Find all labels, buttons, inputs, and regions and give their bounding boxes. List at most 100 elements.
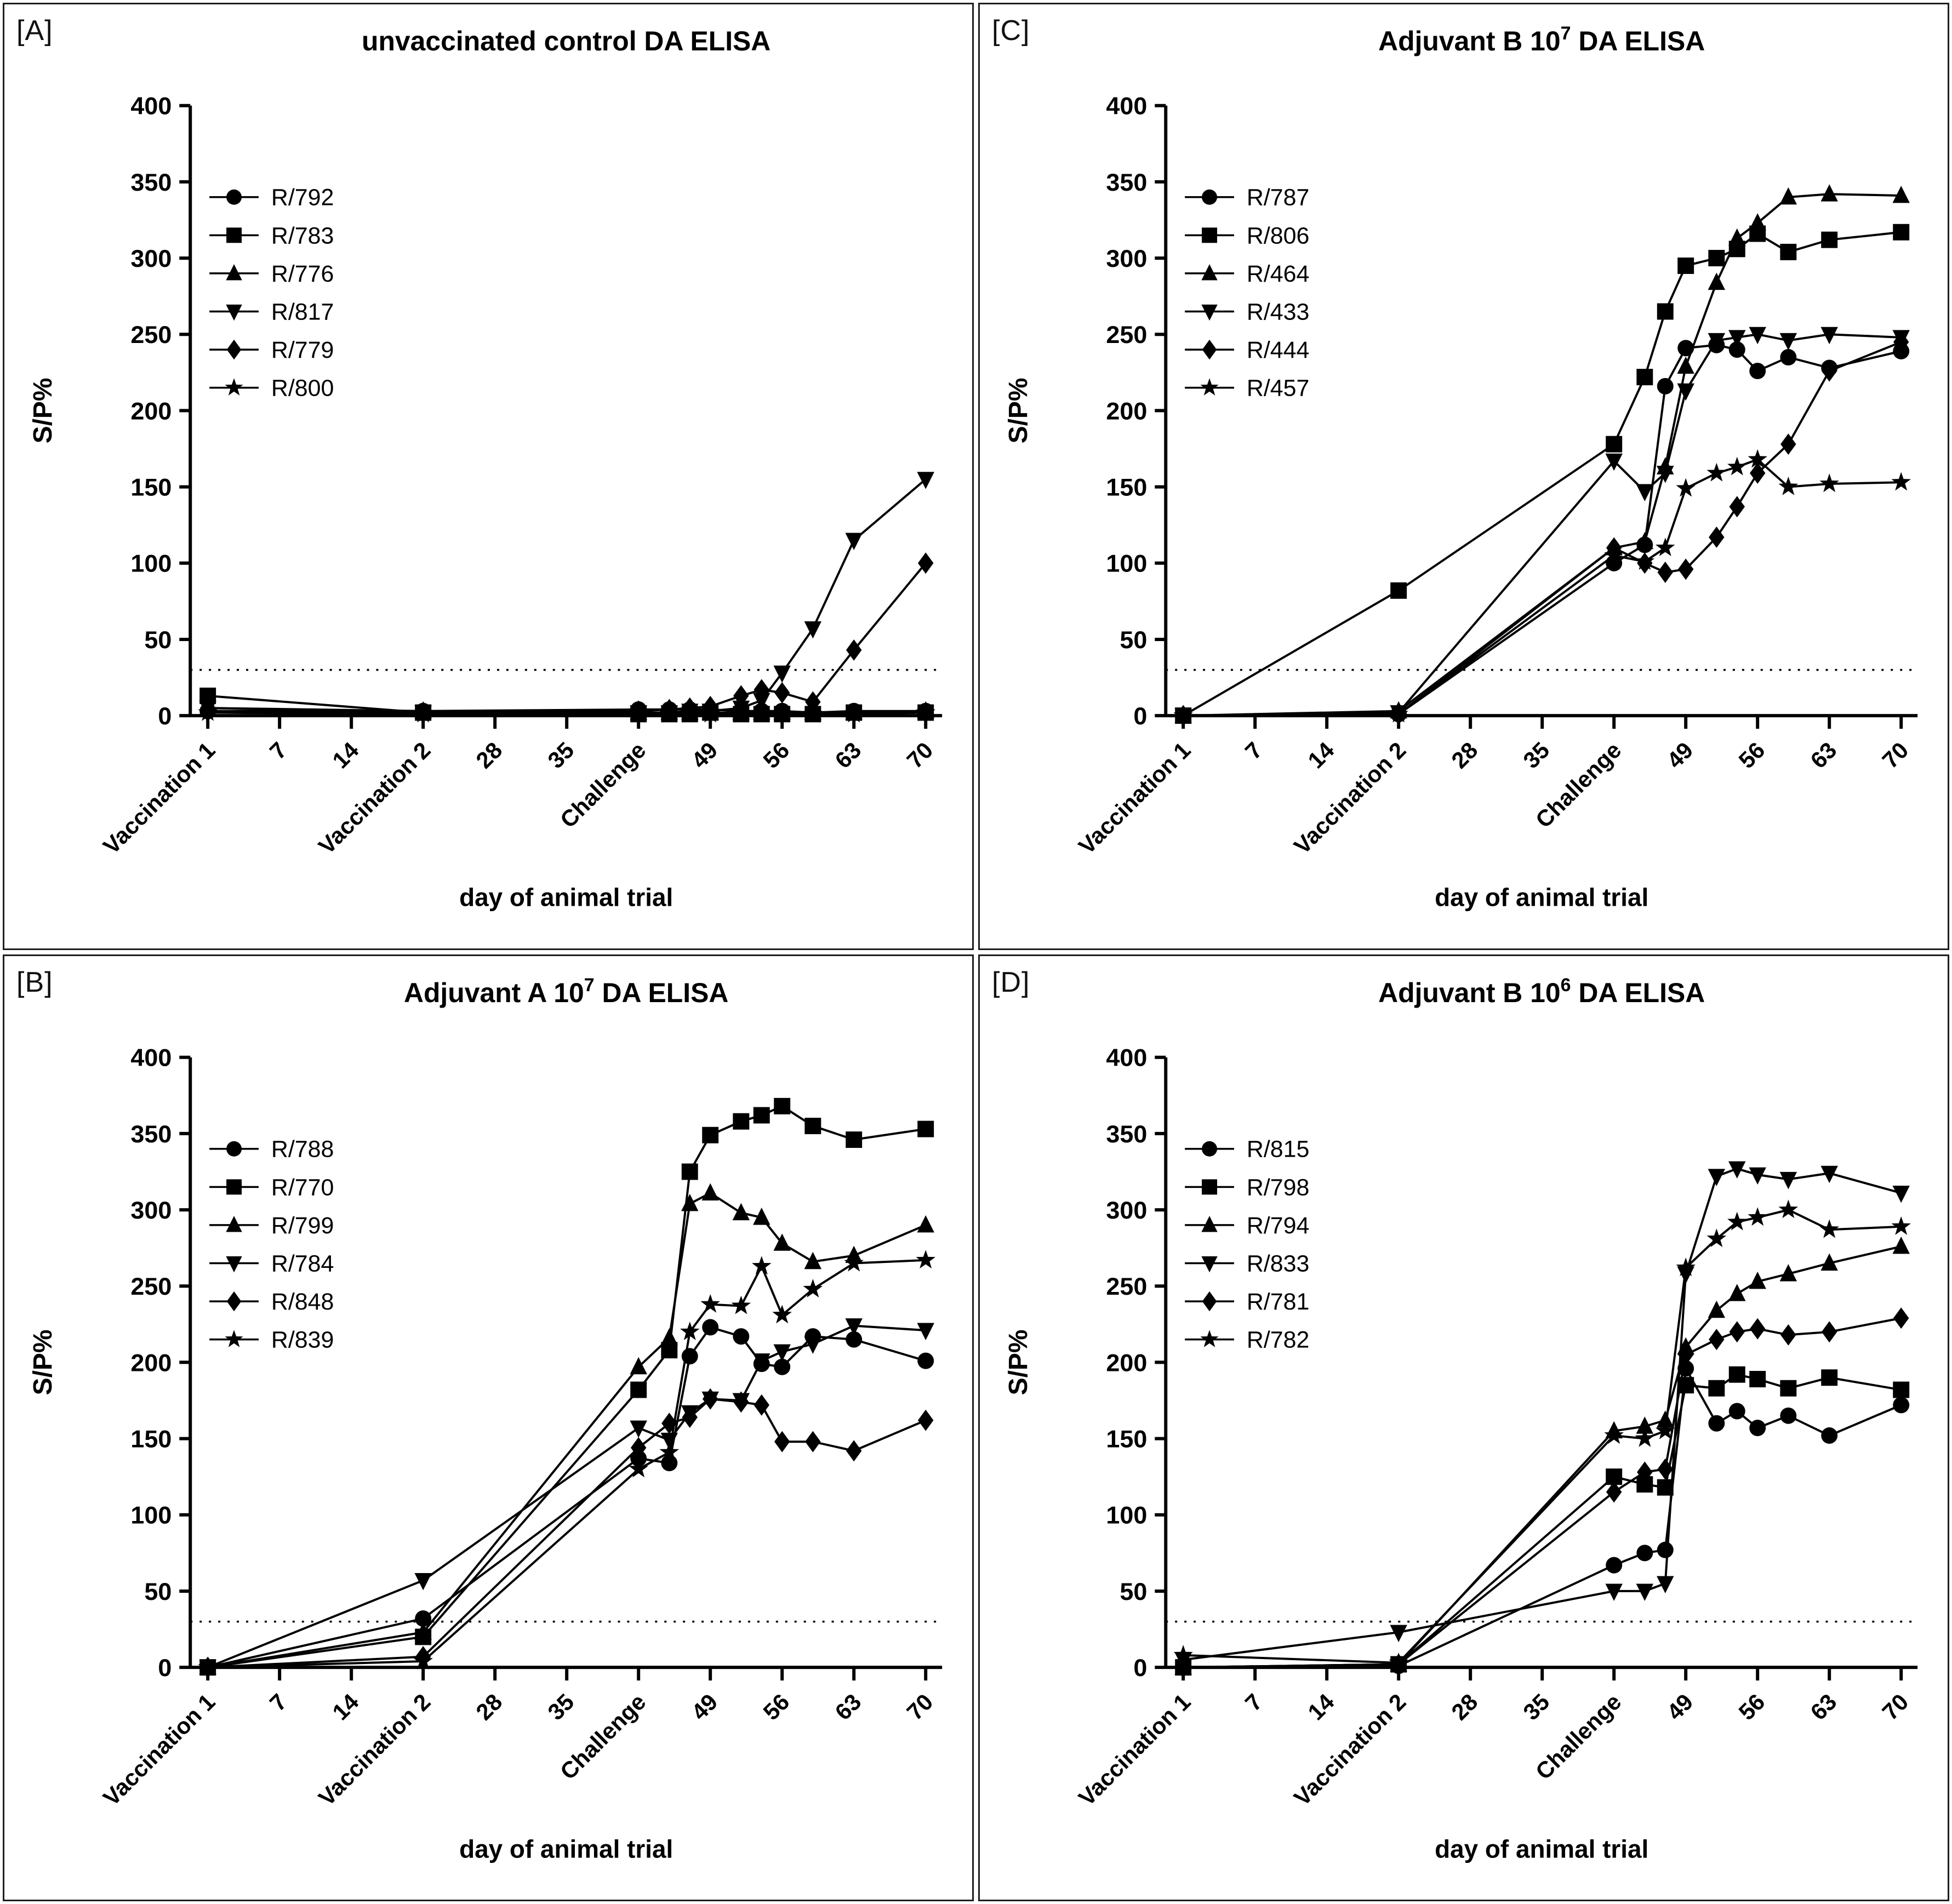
legend-item-R/788: R/788 xyxy=(209,1136,334,1162)
y-tick-label: 250 xyxy=(1106,1272,1147,1300)
diamond-marker-icon xyxy=(805,1431,821,1453)
series-R/784 xyxy=(199,1318,934,1677)
triangle-up-marker-icon xyxy=(1749,213,1766,231)
circle-marker-icon xyxy=(1606,1557,1623,1574)
star-marker-icon xyxy=(1706,462,1727,482)
legend-item-R/784: R/784 xyxy=(209,1250,334,1277)
triangle-up-marker-icon xyxy=(1677,356,1694,374)
circle-marker-icon xyxy=(1708,1415,1725,1432)
triangle-down-marker-icon xyxy=(1749,1167,1766,1185)
star-marker-icon xyxy=(629,1459,648,1477)
x-tick-label: 35 xyxy=(1518,1689,1554,1725)
legend-label: R/815 xyxy=(1247,1136,1309,1162)
star-marker-icon xyxy=(413,704,433,723)
triangle-up-marker-icon xyxy=(773,1233,791,1251)
series-R/800 xyxy=(198,702,935,723)
square-marker-icon xyxy=(1821,231,1838,248)
triangle-down-marker-icon xyxy=(845,1318,863,1336)
x-tick-label: 7 xyxy=(265,1689,292,1716)
diamond-marker-icon xyxy=(702,1388,718,1410)
square-marker-icon xyxy=(226,227,242,243)
diamond-marker-icon xyxy=(1749,1318,1766,1340)
triangle-up-marker-icon xyxy=(753,1207,770,1225)
star-marker-icon xyxy=(916,1249,935,1268)
x-tick-label: Vaccination 1 xyxy=(1074,1689,1196,1811)
y-axis: 0 50 100 150 200 250 300 350 400 xyxy=(1106,92,1168,730)
triangle-up-marker-icon xyxy=(1708,1300,1726,1318)
triangle-up-marker-icon xyxy=(414,1622,432,1640)
triangle-down-marker-icon xyxy=(660,1432,678,1450)
x-axis-title: day of animal trial xyxy=(1435,883,1648,912)
triangle-up-marker-icon xyxy=(1779,1263,1797,1281)
x-axis-title: day of animal trial xyxy=(459,1834,673,1863)
y-tick-label: 100 xyxy=(130,1501,172,1529)
legend-label: R/798 xyxy=(1247,1174,1309,1200)
legend-label: R/794 xyxy=(1247,1212,1309,1238)
square-marker-icon xyxy=(1780,1380,1797,1397)
star-marker-icon xyxy=(198,702,218,721)
circle-marker-icon xyxy=(226,1141,242,1157)
triangle-up-marker-icon xyxy=(804,1251,822,1269)
star-marker-icon xyxy=(1706,1228,1727,1247)
triangle-up-marker-icon xyxy=(1749,1271,1766,1289)
triangle-up-marker-icon xyxy=(226,1215,242,1232)
x-tick-label: 70 xyxy=(901,737,938,773)
star-marker-icon xyxy=(1635,551,1655,570)
triangle-down-marker-icon xyxy=(414,1573,432,1590)
y-tick-label: 150 xyxy=(1106,473,1147,501)
square-marker-icon xyxy=(1780,243,1797,260)
legend-item-R/783: R/783 xyxy=(209,222,334,249)
circle-marker-icon xyxy=(1821,1427,1838,1444)
diamond-marker-icon xyxy=(1202,1291,1217,1311)
star-marker-icon xyxy=(772,1304,792,1323)
y-tick-label: 200 xyxy=(130,1348,172,1376)
triangle-down-marker-icon xyxy=(917,1322,934,1340)
diamond-marker-icon xyxy=(1729,496,1745,518)
square-marker-icon xyxy=(1202,1179,1218,1194)
series-R/782 xyxy=(1173,1199,1911,1671)
x-tick-label: 28 xyxy=(471,1689,507,1725)
panel-label-D: [D] xyxy=(992,966,1030,998)
star-marker-icon xyxy=(1173,705,1193,724)
triangle-down-marker-icon xyxy=(1657,466,1674,483)
legend-label: R/782 xyxy=(1247,1326,1309,1353)
x-tick-label: 14 xyxy=(327,737,364,774)
legend-label: R/839 xyxy=(271,1326,334,1353)
x-axis-title: day of animal trial xyxy=(1435,1834,1648,1863)
circle-marker-icon xyxy=(1636,1544,1653,1561)
x-tick-label: Vaccination 1 xyxy=(98,737,220,859)
x-tick-label: 28 xyxy=(471,737,507,773)
panel-B-chart: Adjuvant A 107 DA ELISA 0 50 100 150 200 250 30… xyxy=(28,974,943,1863)
triangle-down-marker-icon xyxy=(226,304,242,321)
triangle-down-marker-icon xyxy=(1390,1625,1407,1642)
legend-label: R/776 xyxy=(271,261,334,287)
diamond-marker-icon xyxy=(1821,360,1837,382)
x-tick-label: 35 xyxy=(543,737,579,773)
legend-label: R/779 xyxy=(271,337,334,363)
diamond-marker-icon xyxy=(1677,1343,1694,1365)
star-marker-icon xyxy=(731,1295,751,1314)
diamond-marker-icon xyxy=(1709,1328,1725,1350)
panel-D: [D] Adjuvant B 106 DA ELISA 0 50 100 150 200 2… xyxy=(978,954,1949,1901)
legend-label: R/792 xyxy=(271,185,334,211)
legend-item-R/770: R/770 xyxy=(209,1174,334,1200)
star-marker-icon xyxy=(1173,1644,1193,1663)
diamond-marker-icon xyxy=(1657,561,1673,583)
y-tick-label: 350 xyxy=(130,168,172,196)
star-marker-icon xyxy=(1727,1211,1747,1230)
triangle-up-marker-icon xyxy=(226,264,242,281)
y-tick-label: 250 xyxy=(1106,321,1147,348)
legend-label: R/457 xyxy=(1247,375,1309,402)
y-tick-label: 150 xyxy=(130,1425,172,1453)
x-tick-label: 49 xyxy=(1662,1689,1698,1725)
triangle-down-marker-icon xyxy=(773,665,791,683)
y-tick-label: 350 xyxy=(1106,1119,1147,1147)
legend: R/787 R/806 R/464 R/433 R/444 R/457 xyxy=(1185,185,1309,402)
triangle-up-marker-icon xyxy=(1892,1236,1910,1254)
star-marker-icon xyxy=(1891,472,1911,491)
triangle-down-marker-icon xyxy=(1779,1171,1797,1189)
y-tick-label: 150 xyxy=(130,473,172,501)
y-tick-label: 300 xyxy=(1106,244,1147,272)
star-marker-icon xyxy=(1778,1199,1799,1218)
